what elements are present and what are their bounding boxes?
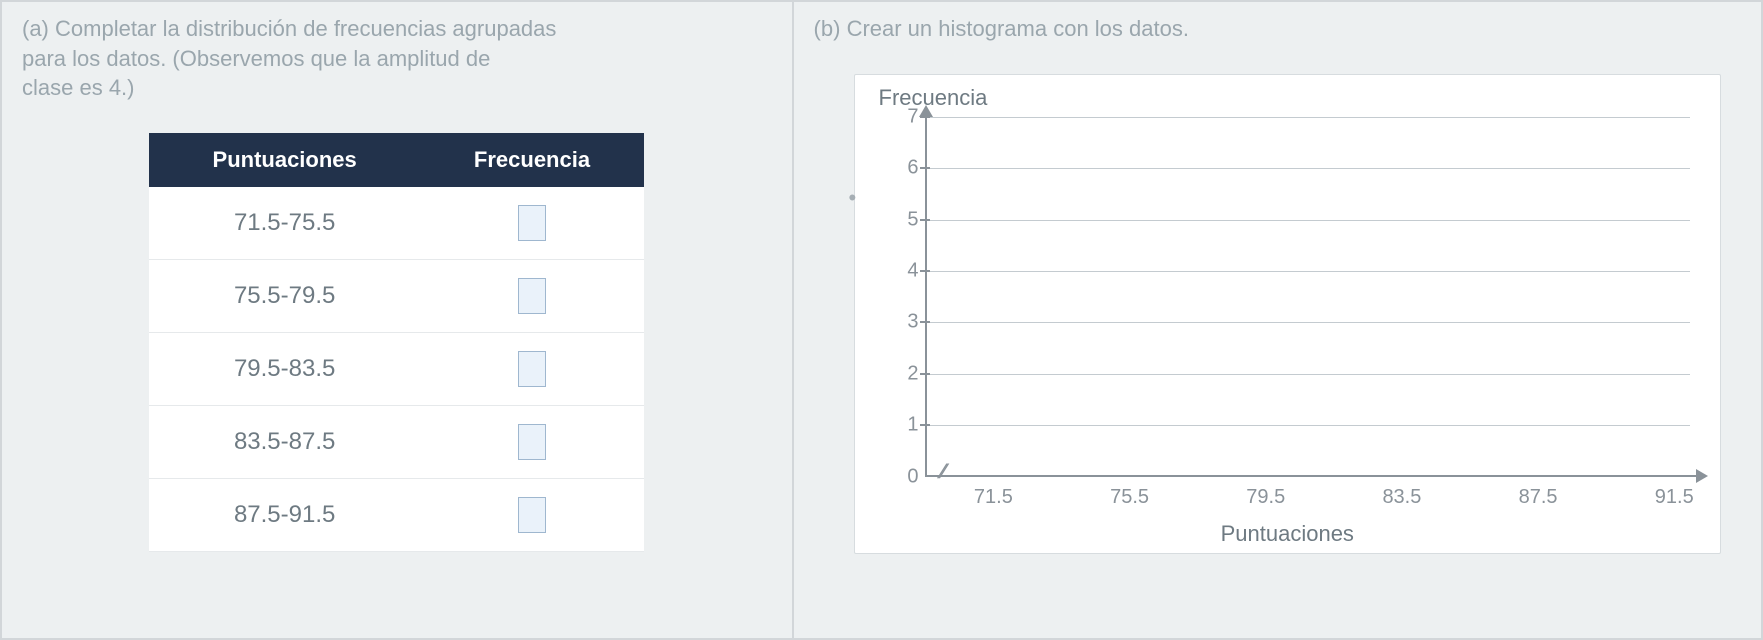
part-b-text: Crear un histograma con los datos.: [847, 16, 1189, 41]
part-b-prefix: (b): [814, 16, 841, 41]
freq-cell: [420, 333, 644, 406]
ytick-mark: [920, 373, 930, 375]
y-axis: [925, 117, 927, 477]
freq-cell: [420, 187, 644, 260]
ytick-mark: [920, 424, 930, 426]
gridline: [925, 322, 1690, 323]
ytick-mark: [920, 167, 930, 169]
ytick-label: 4: [895, 259, 919, 282]
hint-dot-icon: •: [849, 185, 857, 211]
frequency-table: Puntuaciones Frecuencia 71.5-75.5 75.5-7…: [149, 133, 644, 552]
xtick-label: 71.5: [974, 486, 1013, 509]
ytick-label: 1: [895, 414, 919, 437]
freq-input[interactable]: [518, 205, 546, 241]
ytick-mark: [920, 270, 930, 272]
freq-cell: [420, 260, 644, 333]
table-row: 71.5-75.5: [149, 187, 644, 260]
y-axis-label: Frecuencia: [879, 85, 1700, 111]
freq-input[interactable]: [518, 497, 546, 533]
ytick-label: 7: [895, 105, 919, 128]
ytick-label: 6: [895, 157, 919, 180]
gridline: [925, 117, 1690, 118]
freq-input[interactable]: [518, 351, 546, 387]
ytick-label: 0: [895, 465, 919, 488]
range-cell: 87.5-91.5: [149, 479, 419, 552]
histogram-canvas[interactable]: Frecuencia • // 0123456771.575.579.583.5…: [854, 74, 1721, 554]
part-a-line1: Completar la distribución de frecuencias…: [55, 16, 556, 41]
table-row: 79.5-83.5: [149, 333, 644, 406]
freq-input[interactable]: [518, 278, 546, 314]
gridline: [925, 168, 1690, 169]
freq-cell: [420, 479, 644, 552]
part-a-prefix: (a): [22, 16, 49, 41]
x-axis: [925, 475, 1698, 477]
exercise-container: (a) Completar la distribución de frecuen…: [0, 0, 1763, 640]
table-row: 83.5-87.5: [149, 406, 644, 479]
ytick-label: 3: [895, 311, 919, 334]
ytick-mark: [920, 219, 930, 221]
part-a-panel: (a) Completar la distribución de frecuen…: [2, 2, 794, 638]
table-row: 87.5-91.5: [149, 479, 644, 552]
xtick-label: 83.5: [1382, 486, 1421, 509]
freq-input[interactable]: [518, 424, 546, 460]
range-cell: 75.5-79.5: [149, 260, 419, 333]
table-header-row: Puntuaciones Frecuencia: [149, 133, 644, 187]
gridline: [925, 374, 1690, 375]
xtick-label: 79.5: [1246, 486, 1285, 509]
xtick-label: 87.5: [1519, 486, 1558, 509]
range-cell: 83.5-87.5: [149, 406, 419, 479]
part-b-panel: (b) Crear un histograma con los datos. F…: [794, 2, 1761, 638]
ytick-label: 2: [895, 362, 919, 385]
gridline: [925, 425, 1690, 426]
part-a-line2: para los datos. (Observemos que la ampli…: [22, 46, 490, 71]
part-a-line3: clase es 4.): [22, 75, 135, 100]
plot-area[interactable]: // 0123456771.575.579.583.587.591.5: [925, 117, 1690, 477]
xtick-label: 91.5: [1655, 486, 1694, 509]
ytick-label: 5: [895, 208, 919, 231]
x-axis-arrow-icon: [1696, 469, 1708, 483]
freq-cell: [420, 406, 644, 479]
table-row: 75.5-79.5: [149, 260, 644, 333]
col-header-scores: Puntuaciones: [149, 133, 419, 187]
part-a-prompt: (a) Completar la distribución de frecuen…: [22, 14, 772, 103]
xtick-label: 75.5: [1110, 486, 1149, 509]
range-cell: 71.5-75.5: [149, 187, 419, 260]
gridline: [925, 220, 1690, 221]
range-cell: 79.5-83.5: [149, 333, 419, 406]
ytick-mark: [920, 116, 930, 118]
part-b-prompt: (b) Crear un histograma con los datos.: [814, 14, 1741, 44]
gridline: [925, 271, 1690, 272]
axis-break-icon: //: [934, 461, 945, 484]
ytick-mark: [920, 321, 930, 323]
col-header-frequency: Frecuencia: [420, 133, 644, 187]
x-axis-label: Puntuaciones: [875, 521, 1700, 547]
